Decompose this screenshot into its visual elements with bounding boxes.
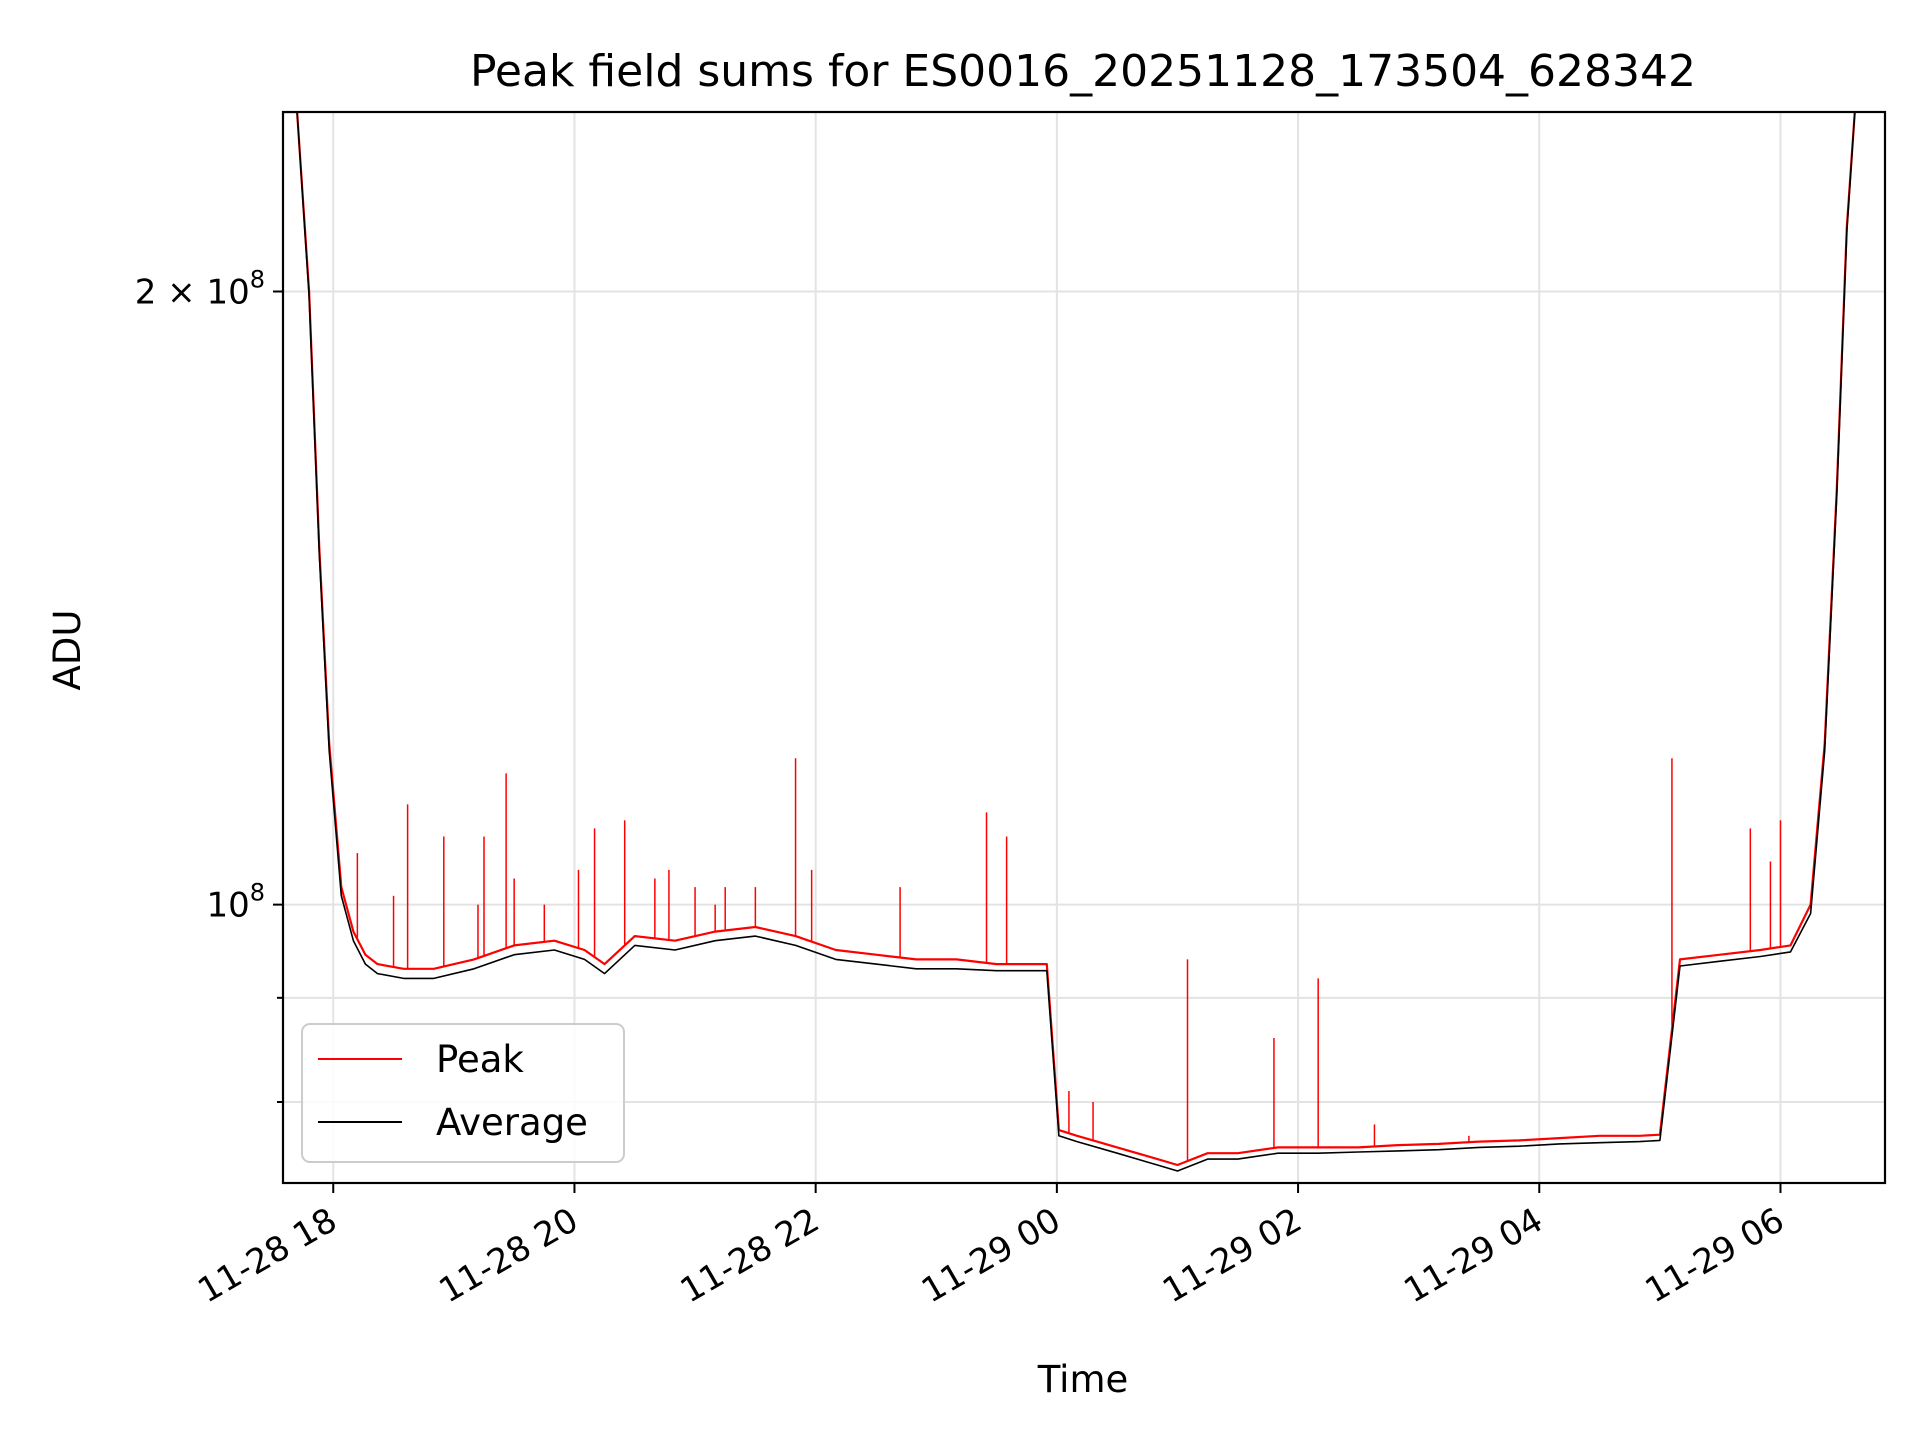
- x-axis: 11-28 18 11-28 20 11-28 22 11-29 00 11-29 02…: [191, 1183, 1791, 1311]
- y-tick-label-exponent: 8: [250, 879, 265, 907]
- legend-average-label: Average: [436, 1101, 588, 1144]
- legend: Peak Average: [301, 1023, 625, 1163]
- peak-series-line: [283, 112, 1856, 1167]
- x-tick-label: 11-29 04: [1397, 1200, 1549, 1311]
- y-tick-label-exponent: 8: [250, 266, 265, 294]
- y-tick-label: 108: [206, 879, 265, 926]
- x-axis-label: Time: [1037, 1358, 1129, 1401]
- average-series-line: [283, 112, 1856, 1172]
- plot-area: [283, 112, 1856, 1172]
- y-tick-label: 2 × 108: [135, 266, 265, 313]
- y-tick-label-base: 2 × 10: [135, 273, 250, 313]
- x-tick-label: 11-29 02: [1156, 1200, 1308, 1311]
- legend-peak-label: Peak: [436, 1038, 524, 1081]
- y-tick-label-base: 10: [206, 886, 249, 926]
- x-tick-label: 11-28 20: [433, 1200, 585, 1311]
- chart-title: Peak field sums for ES0016_20251128_1735…: [470, 46, 1696, 97]
- x-tick-label: 11-29 00: [915, 1200, 1067, 1311]
- x-tick-label: 11-29 06: [1639, 1200, 1791, 1311]
- grid: [283, 112, 1885, 1183]
- x-tick-label: 11-28 18: [191, 1200, 343, 1311]
- y-axis-label: ADU: [46, 610, 89, 691]
- axes-frame: [281, 110, 1887, 1185]
- x-tick-label: 11-28 22: [674, 1200, 826, 1311]
